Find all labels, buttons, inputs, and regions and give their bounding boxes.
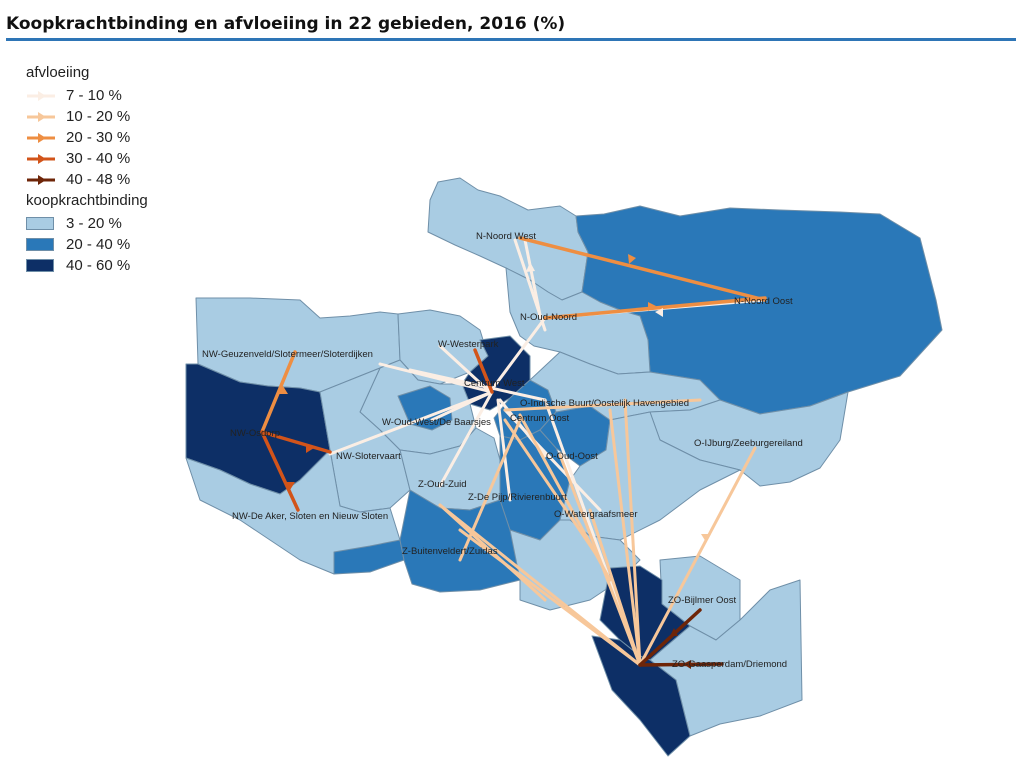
flow-white-10 bbox=[496, 398, 512, 502]
flow-arrow-swatch-3 bbox=[27, 132, 55, 143]
flow-white-14 bbox=[408, 368, 547, 402]
legend-item-flow-1: 7 - 10 % bbox=[26, 85, 148, 106]
label-de-pijp: Z-De Pijp/Rivierenbuurt bbox=[468, 492, 567, 503]
legend-label-binding-2: 20 - 40 % bbox=[66, 236, 131, 253]
flow-white-7 bbox=[328, 390, 494, 456]
binding-swatch-1 bbox=[26, 217, 54, 230]
label-oud-west: W-Oud-West/De Baarsjes bbox=[382, 417, 491, 428]
arrowhead-5 bbox=[284, 482, 295, 490]
label-geuzenveld: NW-Geuzenveld/Slotermeer/Sloterdijken bbox=[202, 349, 373, 360]
arrowhead-10 bbox=[526, 262, 535, 272]
label-gaasperdam: ZO-Gaasperdam/Driemond bbox=[672, 659, 787, 670]
legend-label-flow-4: 30 - 40 % bbox=[66, 150, 131, 167]
label-noord-west: N-Noord West bbox=[476, 231, 536, 242]
flow-light-12 bbox=[518, 413, 612, 582]
district-labels: N-Noord West N-Noord Oost N-Oud-Noord W-… bbox=[202, 231, 803, 670]
binding-swatch-2 bbox=[26, 238, 54, 251]
label-bijlmer-oost: ZO-Bijlmer Oost bbox=[668, 595, 736, 606]
legend-label-flow-5: 40 - 48 % bbox=[66, 171, 131, 188]
arrowhead-9 bbox=[701, 534, 711, 542]
legend-item-binding-3: 40 - 60 % bbox=[26, 255, 148, 276]
label-centrum-west: Centrum West bbox=[464, 378, 525, 389]
label-ijburg: O-IJburg/Zeeburgereiland bbox=[694, 438, 803, 449]
legend-koopkracht-title: koopkrachtbinding bbox=[26, 192, 148, 209]
map-title: Koopkrachtbinding en afvloeiing in 22 ge… bbox=[6, 14, 1016, 41]
arrowhead-6 bbox=[306, 444, 314, 453]
flow-white-12 bbox=[503, 408, 602, 512]
legend-item-flow-2: 10 - 20 % bbox=[26, 106, 148, 127]
flow-white-2 bbox=[523, 238, 542, 317]
arrowhead-3 bbox=[655, 308, 663, 317]
label-osdorp: NW-Osdorp bbox=[230, 428, 280, 439]
legend-label-flow-2: 10 - 20 % bbox=[66, 108, 131, 125]
label-de-aker: NW-De Aker, Sloten en Nieuw Sloten bbox=[232, 511, 388, 522]
label-indische-buurt: O-Indische Buurt/Oostelijk Havengebied bbox=[520, 398, 689, 409]
legend-label-flow-1: 7 - 10 % bbox=[66, 87, 122, 104]
flow-white-5 bbox=[378, 362, 494, 394]
district-de-aker bbox=[185, 449, 401, 575]
flow-light-10 bbox=[458, 418, 522, 562]
legend: afvloeiing 7 - 10 % 10 - 20 % 20 - 30 % … bbox=[26, 62, 148, 276]
label-buitenveldert: Z-Buitenveldert/Zuidas bbox=[402, 546, 498, 557]
flow-orange-2 bbox=[260, 430, 300, 512]
flow-light-6 bbox=[588, 508, 642, 667]
flow-arrowheads bbox=[278, 254, 711, 669]
flow-brown-2 bbox=[638, 662, 724, 667]
legend-item-binding-2: 20 - 40 % bbox=[26, 234, 148, 255]
legend-item-flow-5: 40 - 48 % bbox=[26, 169, 148, 190]
arrowhead-7 bbox=[670, 628, 678, 636]
flow-light-9 bbox=[458, 528, 642, 667]
arrowhead-1 bbox=[628, 254, 636, 264]
arrowhead-8 bbox=[683, 660, 691, 669]
label-watergraafsmeer: O-Watergraafsmeer bbox=[554, 509, 638, 520]
flow-orange-1 bbox=[260, 430, 332, 454]
legend-label-flow-3: 20 - 30 % bbox=[66, 129, 131, 146]
flow-white-6 bbox=[438, 344, 492, 394]
flow-mid-1 bbox=[518, 236, 767, 302]
district-zo-strip bbox=[591, 635, 691, 757]
flow-mid-3 bbox=[260, 350, 297, 434]
legend-label-binding-1: 3 - 20 % bbox=[66, 215, 122, 232]
flow-mid-2 bbox=[543, 296, 767, 320]
flow-light-3 bbox=[623, 398, 642, 667]
label-centrum-oost: Centrum Oost bbox=[510, 413, 569, 424]
label-oud-oost: O-Oud-Oost bbox=[546, 451, 598, 462]
label-noord-oost: N-Noord Oost bbox=[734, 296, 793, 307]
flow-white-9 bbox=[438, 390, 494, 488]
flow-light-1 bbox=[503, 398, 702, 412]
flow-light-2 bbox=[638, 446, 757, 667]
district-oud-noord bbox=[505, 267, 651, 375]
label-oud-noord: N-Oud-Noord bbox=[520, 312, 577, 323]
flow-arrow-swatch-2 bbox=[27, 111, 55, 122]
label-slotervaart: NW-Slotervaart bbox=[336, 451, 401, 462]
legend-item-flow-3: 20 - 30 % bbox=[26, 127, 148, 148]
arrowhead-4 bbox=[278, 386, 288, 394]
flow-light-11 bbox=[503, 418, 602, 562]
flow-arrow-swatch-5 bbox=[27, 174, 55, 185]
legend-item-flow-4: 30 - 40 % bbox=[26, 148, 148, 169]
legend-afvloeiing-title: afvloeiing bbox=[26, 64, 90, 81]
label-westerpark: W-Westerpark bbox=[438, 339, 499, 350]
arrowhead-2 bbox=[648, 302, 656, 311]
legend-label-binding-3: 40 - 60 % bbox=[66, 257, 131, 274]
label-oud-zuid: Z-Oud-Zuid bbox=[418, 479, 467, 490]
district-polygons bbox=[185, 177, 943, 757]
flow-arrow-swatch-4 bbox=[27, 153, 55, 164]
flow-arrow-swatch-1 bbox=[27, 90, 55, 101]
binding-swatch-3 bbox=[26, 259, 54, 272]
flow-white-4 bbox=[488, 316, 547, 394]
legend-item-binding-1: 3 - 20 % bbox=[26, 213, 148, 234]
flow-orange-3 bbox=[473, 348, 494, 394]
flow-lines bbox=[260, 236, 767, 667]
flow-brown-1 bbox=[638, 608, 702, 667]
flow-white-8 bbox=[430, 390, 494, 422]
flow-light-4 bbox=[608, 408, 642, 667]
